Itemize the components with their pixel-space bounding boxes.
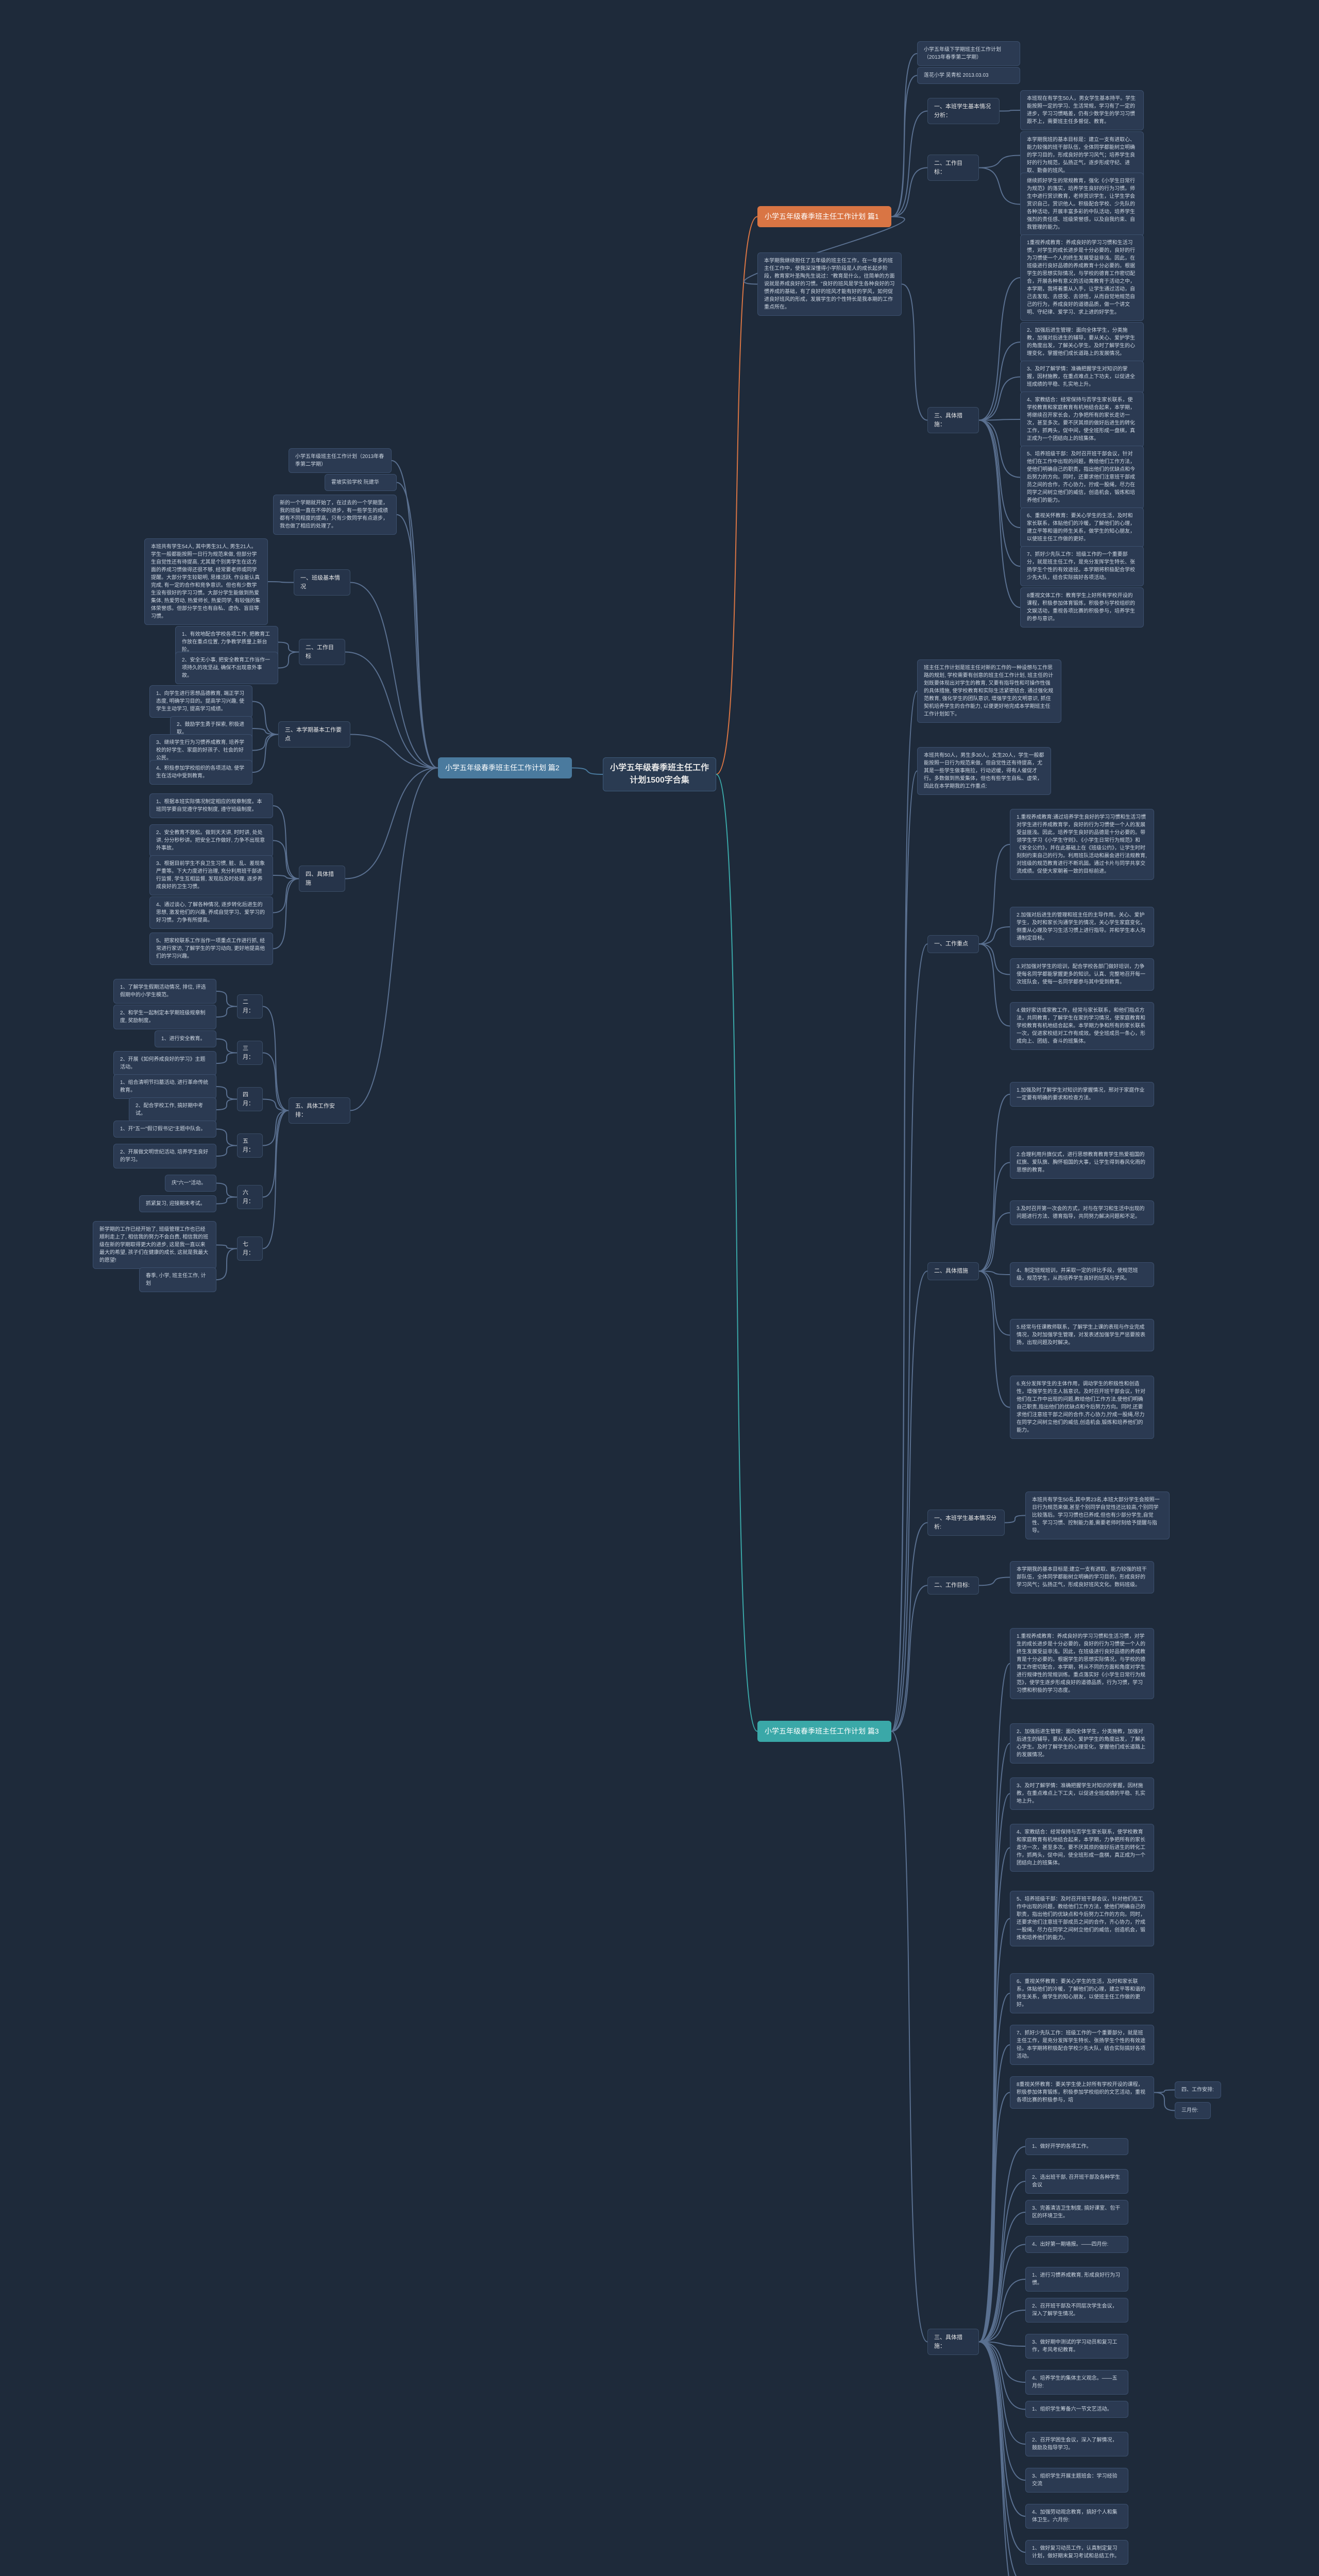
b2-m6-l1: 庆"六一"活动。 (165, 1175, 216, 1192)
b2-s4-l3: 3、根据目前学生不良卫生习惯, 脏、乱、差现象严重等。下大力度进行治理, 充分利… (149, 855, 273, 895)
b3-cs-title: 三、具体措施： (927, 2329, 979, 2355)
b1-s3-l5: 5、培养班级干部：及时召开班干部会议，针对他们在工作中出现的问题，教给他们工作方… (1020, 446, 1144, 509)
b2-m5-l2: 2、开展做文明世纪活动, 培养学生良好的学习。 (113, 1144, 216, 1168)
b2-s4-l5: 5、把家校联系工作当作一项重点工作进行抓, 经常进行家访, 了解学生的学习动向,… (149, 933, 273, 965)
b1-header2: 莲花小学 吴青松 2013.03.03 (917, 67, 1020, 84)
b3-cm-l1: 1.加强及时了解学生对知识的掌握情况，邢对于家庭作业一定要有明确的要求和检查方法… (1010, 1082, 1154, 1107)
b2-m5: 五月： (237, 1133, 263, 1158)
b3-cb-title: 一、工作重点 (927, 935, 979, 953)
b3-cm-l3: 3.及时召开第一次会的方式，对与在学习和生活中出现的问题进行方法、德育指导，共同… (1010, 1200, 1154, 1225)
b3-m5t: 4、培养学生的集体主义观念。——五月份: (1025, 2370, 1128, 2395)
b2-s2-l2: 2、安全无小事, 把安全教育工作当作一项持久的攻坚战, 确保不出现意外事故。 (175, 652, 278, 684)
b2-s4-l1: 1、根据本班实际情况制定相应的规章制度。本班同学要自觉遵守学校制度, 遵守班级制… (149, 793, 273, 818)
b1-s3-l1: 1重视养成教育：养成良好的学习习惯和生活习惯，对学生的成长进步是十分必要的，良好… (1020, 234, 1144, 321)
b3-cb-l3: 3.对加强对学生的培训，配合学校各部门做好培训，力争使每名同学都能掌握更多的知识… (1010, 958, 1154, 991)
b3-cb-intro: 本班共有50人，男生多30人，女生20人，学生一般都能按照一日行为规范来做，但自… (917, 747, 1051, 795)
b3-cs-l7: 7、抓好少先队工作：班级工作的一个重要部分，就是班主任工作，是充分发挥学生特长、… (1010, 2025, 1154, 2065)
b2-m6: 六月： (237, 1185, 263, 1209)
b2-s2: 二、工作目标 (299, 639, 345, 665)
branch-1: 小学五年级春季班主任工作计划 篇1 (757, 206, 891, 227)
b2-m2-l1: 1、了解学生假期活动情况, 排位, 评选假期中的小学生模范。 (113, 979, 216, 1004)
b3-intro: 班主任工作计划是班主任对新的工作的一种设想与工作思路的规划, 学校需要有创意的班… (917, 659, 1061, 723)
b3-mm5-3: 3、组织学生开展主题班会：学习经验交流 (1025, 2468, 1128, 2493)
b3-ct-title: 二、工作目标: (927, 1577, 979, 1595)
b2-m7-foot: 新学期的工作已经开始了, 班级管理工作也已经顺利走上了, 相信我的努力不会白费,… (93, 1221, 216, 1269)
b3-cb-l4: 4.做好家访或家教工作，经常与家长联系，和他们指点方法，共同教育，了解学生在家的… (1010, 1002, 1154, 1050)
b2-s1: 一、班级基本情况 (294, 569, 350, 596)
branch-2: 小学五年级春季班主任工作计划 篇2 (438, 757, 572, 778)
b3-cb-l2: 2.加强对后进生的管理和班主任的主导作用。关心、爱护学生，及时和家长沟通学生的情… (1010, 907, 1154, 947)
b1-s3-l3: 3、及时了解学情：准确把握学生对知识的掌握，因材施教，在重点难点上下功夫，以促进… (1020, 361, 1144, 393)
b2-s3-l1: 1、向学生进行思想品德教育, 端正学习态度, 明确学习目的。提高学习兴趣, 使学… (149, 685, 252, 718)
b1-s1: 一、本班学生基本情况分析： (927, 98, 1000, 124)
b2-s3: 三、本学期基本工作要点 (278, 721, 350, 748)
b2-m2-l2: 2、和学生一起制定本学期班级规章制度, 奖励制度。 (113, 1005, 216, 1029)
b3-cm-l5: 5.经常与任课教师联系，了解学生上课的表现与作业完成情况，及时加强学生管理，对发… (1010, 1319, 1154, 1351)
b2-m2: 二月： (237, 994, 263, 1019)
b3-m4t: 4、出好第一期墙报。——四月份: (1025, 2236, 1128, 2253)
b2-intro: 新的一个学期就开始了，在过去的一个学期里，我的班级一直在不停的进步，有一些学生的… (273, 495, 397, 535)
b3-cs-l6: 6、重视关怀教育：要关心学生的生活，及时和家长联系，体贴他们的冷暖，了解他们的心… (1010, 1973, 1154, 2013)
b3-cm-title: 二、具体措施 (927, 1262, 979, 1280)
b2-m5-l1: 1、开"五一"假订假书记"主题中队会。 (113, 1121, 216, 1138)
b2-m7: 七月： (237, 1236, 263, 1261)
b1-s3-l8: 8重视文体工作：教育学生上好所有学校开设的课程，积极参加体育锻炼，积极参与学校组… (1020, 587, 1144, 628)
root-node: 小学五年级春季班主任工作计划1500字合集 (603, 757, 716, 791)
b2-s3-l4: 4、积极参加学校组织的各项活动, 使学生在活动中受到教育。 (149, 760, 252, 785)
b3-mm4-2: 2、召开班干部及不同层次学生会议，深入了解学生情况。 (1025, 2298, 1128, 2323)
b3-cs-l2: 2、加强后进生管理：面向全体学生，分类施教，加强对后进生的辅导，要从关心、爱护学… (1010, 1723, 1154, 1764)
b1-s1-leaf: 本班现在有学生50人，男女学生基本持平。学生能按照一定的学习、生活常规，学习有了… (1020, 90, 1144, 130)
b3-cs-l1: 1.重视养成教育：养成良好的学习习惯和生活习惯，对学生的成长进步是十分必要的，良… (1010, 1628, 1154, 1699)
b3-cb-l1: 1.重视养成教育:通过培养学生良好的学习习惯和生活习惯对学生进行养成教育学，良好… (1010, 809, 1154, 880)
b3-mm5-1: 1、组织学生筹备六一节文艺活动。 (1025, 2401, 1128, 2418)
b1-s3-l2: 2、加强后进生管理：面向全体学生，分类施教，加强对后进生的辅导，要从关心、爱护学… (1020, 322, 1144, 362)
b3-mm3-1: 1、做好开学的各项工作。 (1025, 2138, 1128, 2155)
b2-m3-l2: 2、开展《如何养成良好的学习》主题活动。 (113, 1051, 216, 1076)
b3-cs-l8b1: 四、工作安排: (1175, 2081, 1221, 2098)
b2-m7-foot2: 春季, 小学, 班主任工作, 计划 (139, 1267, 216, 1292)
b1-s3-l7: 7、抓好少先队工作：班级工作的一个重要部分，就是班主任工作，是充分发挥学生特长、… (1020, 546, 1144, 586)
b2-m4-l2: 2、配合学校工作, 搞好期中考试。 (129, 1097, 216, 1122)
b2-header1: 小学五年级班主任工作计划（2013年春季第二学期） (289, 448, 392, 473)
b3-cb2-title: 一、本班学生基本情况分析: (927, 1510, 1005, 1536)
b3-cm-l2: 2.合理利用升旗仪式，进行思想教育教育学生热爱祖国的红旗、爱队旗、胸怀祖国的大事… (1010, 1146, 1154, 1179)
b3-mm4-3: 3、做好期中测试的学习动员和复习工作，考风考纪教育。 (1025, 2334, 1128, 2359)
b1-header1: 小学五年级下学期班主任工作计划（2013年春季第二学期） (917, 41, 1020, 66)
b1-s2-l2: 继续抓好学生的常规教育，强化《小学生日常行为规范》的落实，培养学生良好的行为习惯… (1020, 173, 1144, 236)
branch-3: 小学五年级春季班主任工作计划 篇3 (757, 1721, 891, 1742)
b2-m6-l2: 抓紧复习, 迎接期末考试。 (139, 1195, 216, 1212)
b2-m3: 三月： (237, 1041, 263, 1065)
b1-s3-l4: 4、家教结合：经常保持与否学生家长联系，使学校教育和家庭教育有机地结合起来，本学… (1020, 392, 1144, 447)
b1-s2: 二、工作目标： (927, 155, 979, 181)
b3-mm6-1: 1、做好复习动员工作，认真制定复习计划，做好期末复习考试和总结工作。 (1025, 2540, 1128, 2565)
b3-cs-l4: 4、家教结合：经常保持与否学生家长联系，使学校教育和家庭教育有机地结合起来，本学… (1010, 1824, 1154, 1872)
b3-mm4-1: 1、进行习惯养成教育, 形成良好行为习惯。 (1025, 2267, 1128, 2292)
b3-cs-l3: 3、及时了解学情：准确把握学生对知识的掌握，因材施教，在重点难点上下工夫，以促进… (1010, 1777, 1154, 1810)
b2-s4-l4: 4、通过谈心, 了解各种情况, 逐步转化后进生的思想, 激发他们的兴趣, 养成自… (149, 896, 273, 929)
b3-mm5-2: 2、召开学困生会议，深入了解情况，鼓励及指导学习。 (1025, 2432, 1128, 2456)
b3-cs-l5: 5、培养班级干部：及时召开班干部会议，针对他们在工作中出现的问题，教给他们工作方… (1010, 1891, 1154, 1946)
b3-m6t: 4、加强劳动观念教育，搞好个人和集体卫生。六月份: (1025, 2504, 1128, 2529)
b3-cm-l6: 6.充分发挥学生的主体作用，调动学生的积极性和创造性，增强学生的主人翁意识。及时… (1010, 1376, 1154, 1439)
b2-s5: 五、具体工作安排： (289, 1097, 350, 1124)
b3-cb2-leaf: 本班共有学生50名,其中男23名,本班大部分学生会按照一日行为规范来做,甚至个别… (1025, 1492, 1170, 1539)
b2-m4: 四月： (237, 1087, 263, 1111)
b2-s4-l2: 2、安全教育不放松。做到天天讲, 时时讲, 处处讲, 分分秒秒讲。把安全工作做好… (149, 824, 273, 857)
b3-mm3-2: 2、选出班干部, 召开班干部及各种学生会议 (1025, 2169, 1128, 2194)
b3-cs-l8a: 8重视关怀教育：要关学生使上好所有学校开设的课程，积极参加体育锻炼，积极参加学校… (1010, 2076, 1154, 2109)
b2-s4: 四、具体措施 (299, 866, 345, 892)
b3-mm3-3: 3、完善清洁卫生制度, 搞好课室、包干区的环境卫生。 (1025, 2200, 1128, 2225)
b1-s3: 三、具体措施： (927, 407, 979, 433)
b2-m3-l1: 1、进行安全教育。 (155, 1030, 216, 1047)
b2-header2: 霍坡实验学校 阮建华 (325, 474, 397, 491)
b3-cs-l8b2: 三月份: (1175, 2102, 1211, 2119)
b3-cm-l4: 4、制定班规班训，并采取一定的评比手段，使规范班级，规范学生，从而培养学生良好的… (1010, 1262, 1154, 1287)
b3-ct-leaf: 本学期我的基本目标是:建立一支有进取、能力较强的班干部队伍，全体同学都能树立明确… (1010, 1561, 1154, 1594)
b2-s1-leaf: 本班共有学生54人, 其中男生31人, 男生21人。学生一般都能按照一日行为规范… (144, 538, 268, 625)
b1-intro: 本学期我继续担任了五年级的班主任工作，在一年多的班主任工作中，使我深深懂得小学阶… (757, 252, 902, 316)
b1-s3-l6: 6、重视关怀教育：要关心学生的生活，及时和家长联系，体贴他们的冷暖，了解他们的心… (1020, 507, 1144, 548)
b2-m4-l1: 1、组合清明节扫墓活动, 进行革命传统教育。 (113, 1074, 216, 1099)
